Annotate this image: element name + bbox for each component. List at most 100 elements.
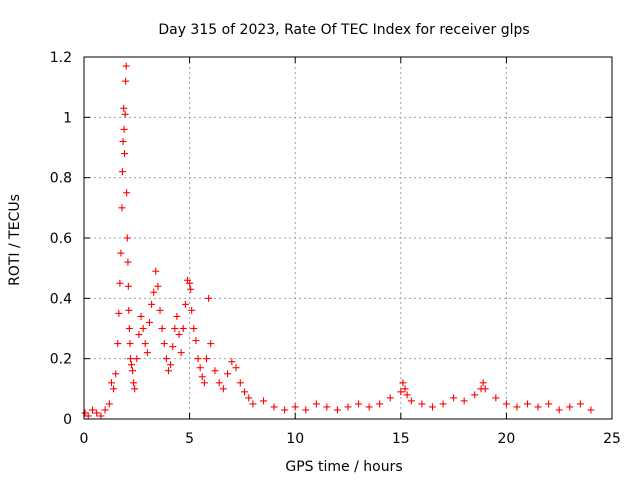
data-point — [281, 406, 289, 414]
data-point — [188, 306, 196, 314]
data-point — [186, 279, 194, 287]
data-point — [450, 394, 458, 402]
data-point — [124, 258, 132, 266]
data-point — [386, 394, 394, 402]
chart-title: Day 315 of 2023, Rate Of TEC Index for r… — [158, 22, 529, 38]
data-point — [587, 406, 595, 414]
data-point — [260, 397, 268, 405]
data-point — [131, 385, 139, 393]
points-layer — [81, 62, 595, 420]
data-point — [524, 400, 532, 408]
data-point — [126, 355, 134, 363]
data-point — [534, 403, 542, 411]
data-point — [439, 400, 447, 408]
data-point — [150, 288, 158, 296]
x-tick-label: 20 — [497, 431, 515, 447]
data-point — [245, 394, 253, 402]
data-point — [156, 306, 164, 314]
data-point — [566, 403, 574, 411]
data-point — [121, 110, 129, 118]
data-point — [175, 331, 183, 339]
data-point — [401, 385, 409, 393]
axes-layer: 0 5 10 15 20 25 0 0.2 0.4 0.6 0.8 1 1.2 — [50, 50, 621, 447]
data-point — [249, 400, 257, 408]
data-point — [128, 361, 136, 369]
data-point — [158, 325, 166, 332]
data-point — [192, 337, 200, 345]
data-point — [124, 282, 132, 290]
data-point — [101, 406, 109, 414]
y-tick-label: 1 — [63, 110, 72, 126]
data-point — [162, 355, 170, 363]
y-tick-label: 0.2 — [50, 352, 72, 368]
data-point — [376, 400, 384, 408]
data-point — [479, 379, 487, 387]
data-point — [355, 400, 363, 408]
data-point — [323, 403, 331, 411]
data-point — [122, 77, 130, 85]
data-point — [141, 340, 149, 348]
plot-frame — [83, 56, 613, 420]
data-point — [513, 403, 521, 411]
data-point — [200, 379, 208, 387]
data-point — [481, 385, 489, 393]
data-point — [81, 409, 89, 417]
data-point — [403, 391, 411, 399]
data-point — [232, 364, 240, 372]
data-point — [215, 379, 223, 387]
x-tick-label: 25 — [603, 431, 621, 447]
data-point — [122, 62, 130, 70]
data-point — [270, 403, 278, 411]
data-point — [114, 340, 122, 348]
data-point — [125, 306, 133, 314]
data-point — [333, 406, 341, 414]
data-point — [129, 367, 137, 375]
data-point — [120, 104, 128, 112]
data-point — [365, 403, 373, 411]
data-point — [126, 340, 134, 348]
data-point — [407, 397, 415, 405]
data-point — [139, 325, 147, 332]
y-tick-label: 0.4 — [50, 291, 72, 307]
y-axis-label: ROTI / TECUs — [7, 194, 23, 286]
data-point — [207, 340, 215, 348]
data-point — [228, 358, 236, 366]
y-tick-label: 0 — [63, 412, 72, 428]
data-point — [492, 394, 500, 402]
data-point — [167, 361, 175, 369]
data-point — [194, 355, 202, 363]
data-point — [344, 403, 352, 411]
data-point — [187, 285, 195, 293]
data-point — [236, 379, 244, 387]
data-point — [171, 325, 179, 332]
data-point — [148, 300, 156, 308]
data-point — [205, 294, 213, 302]
data-point — [130, 379, 138, 387]
data-point — [460, 397, 468, 405]
data-point — [116, 279, 124, 287]
data-point — [291, 403, 299, 411]
data-point — [117, 249, 125, 257]
data-point — [160, 340, 168, 348]
x-tick-label: 15 — [392, 431, 410, 447]
data-point — [118, 168, 126, 176]
data-point — [173, 312, 181, 320]
y-tick-label: 1.2 — [50, 50, 72, 66]
data-point — [123, 234, 131, 242]
data-point — [88, 406, 96, 414]
data-point — [181, 300, 189, 308]
data-point — [93, 409, 101, 417]
data-point — [418, 400, 426, 408]
data-point — [545, 400, 553, 408]
data-point — [312, 400, 320, 408]
data-point — [107, 379, 115, 387]
data-point — [97, 412, 105, 420]
data-point — [164, 367, 172, 375]
data-point — [112, 370, 120, 378]
data-point — [196, 364, 204, 372]
data-point — [241, 388, 249, 396]
data-point — [198, 373, 206, 381]
data-point — [110, 385, 118, 393]
